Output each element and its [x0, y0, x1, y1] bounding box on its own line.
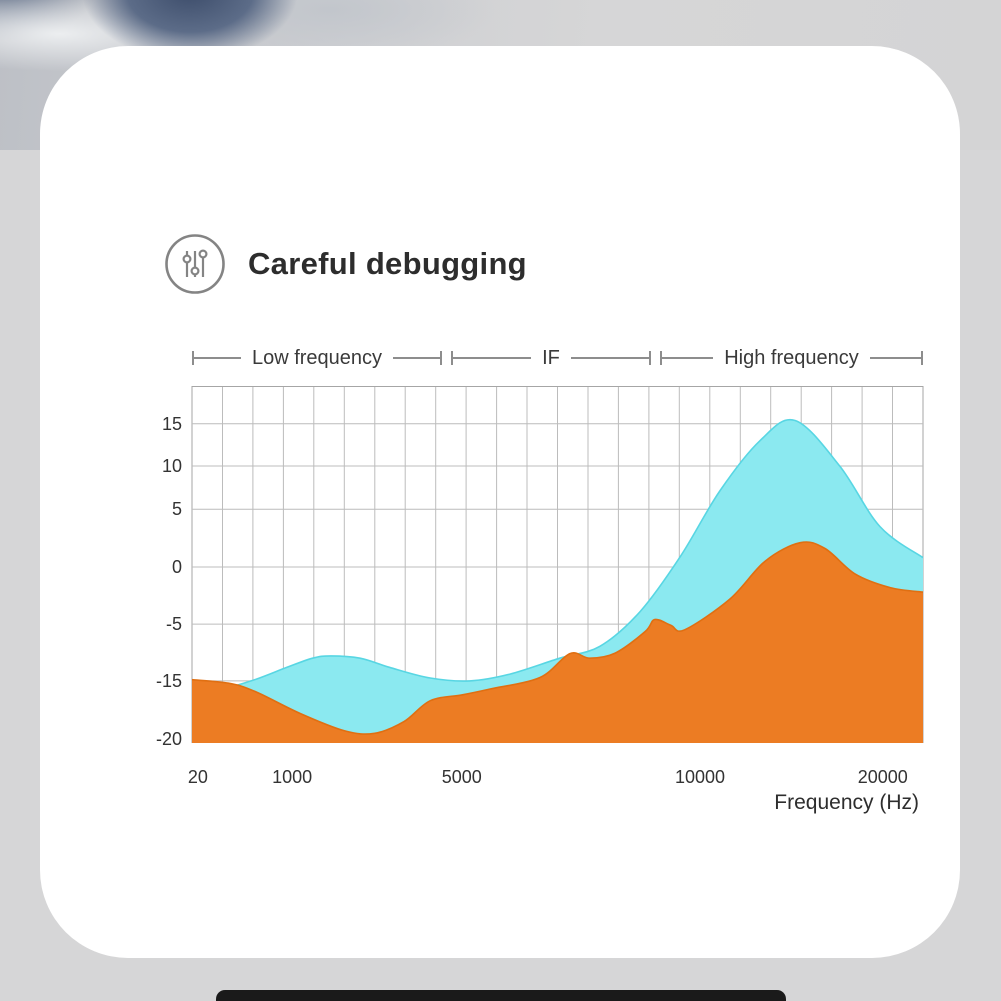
x-tick-label: 5000 [441, 767, 482, 787]
x-axis-title: Frequency (Hz) [774, 791, 919, 814]
band-tick [649, 351, 651, 365]
band-label-if: IF [542, 346, 560, 369]
section-header: Careful debugging [163, 232, 527, 296]
band-segment-low: Low frequency [192, 346, 443, 370]
band-segment-if: IF [451, 347, 651, 370]
x-tick-label: 20000 [857, 767, 908, 787]
band-label-low: Low frequency [251, 346, 383, 369]
band-tick [192, 351, 194, 365]
y-tick-label: -5 [165, 614, 182, 635]
y-tick-label: -15 [155, 670, 182, 691]
y-tick-label: 10 [161, 455, 182, 476]
cropped-photo-bottom [216, 990, 786, 1001]
band-line [869, 357, 921, 359]
orange-area [192, 541, 923, 743]
x-tick-label: 20 [187, 767, 208, 787]
band-segment-high: High frequency [660, 347, 923, 370]
band-line [662, 357, 714, 359]
cyan-area-edge [231, 418, 924, 688]
frequency-response-chart: 15 10 5 0 -5 -15 -20 20 1000 5000 10000 20000 Freq… [156, 386, 924, 814]
band-line [570, 357, 649, 359]
orange-area-edge [191, 541, 924, 735]
frequency-chart-svg [191, 386, 924, 743]
band-label-high: High frequency [724, 346, 859, 369]
page-title: Careful debugging [248, 246, 527, 281]
y-tick-label: 15 [161, 413, 182, 434]
x-tick-label: 1000 [272, 767, 313, 787]
band-line [194, 357, 241, 359]
content-card: Careful debugging Low frequency IF High [40, 46, 960, 958]
band-line [453, 357, 532, 359]
band-tick [451, 351, 453, 365]
y-tick-label: -20 [155, 729, 182, 750]
band-tick [440, 351, 443, 365]
frequency-band-legend: Low frequency IF High frequency [192, 345, 923, 371]
band-tick [660, 351, 662, 365]
y-tick-label: 5 [171, 499, 182, 520]
band-tick [921, 351, 923, 365]
equalizer-icon [163, 232, 227, 296]
x-tick-label: 10000 [675, 767, 726, 787]
band-line [393, 357, 441, 359]
y-tick-label: 0 [171, 556, 182, 577]
